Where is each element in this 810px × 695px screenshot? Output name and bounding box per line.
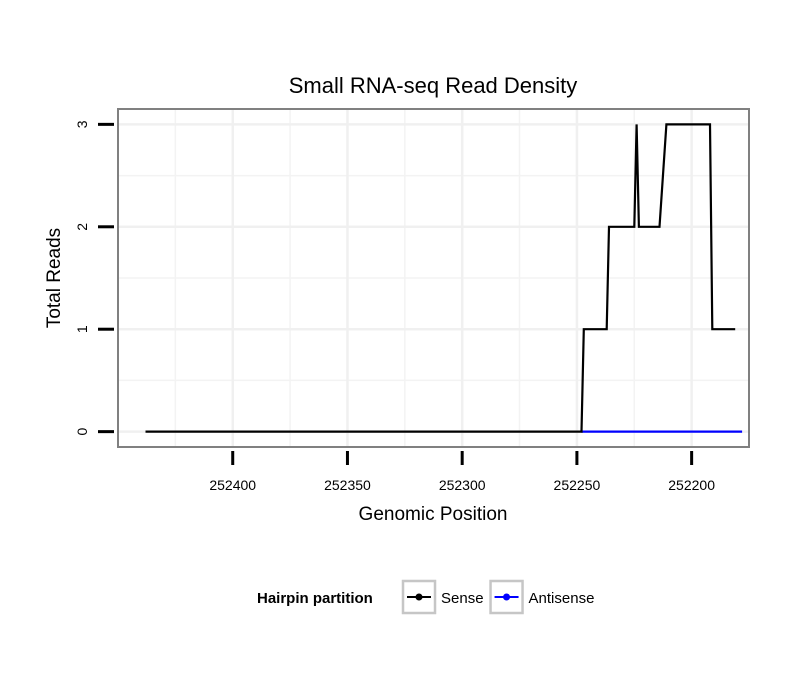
legend-key-point: [503, 593, 511, 601]
x-tick-label: 252250: [554, 477, 601, 493]
x-axis: 252400 252350 252300 252250 252200: [209, 451, 715, 493]
legend-label-sense: Sense: [441, 590, 484, 607]
x-tick-label: 252300: [439, 477, 486, 493]
y-tick-label: 2: [74, 223, 90, 231]
x-tick-label: 252400: [209, 477, 256, 493]
legend-entry-antisense: Antisense: [489, 579, 595, 615]
legend-entries: Sense Antisense: [401, 579, 595, 615]
y-tick-label: 0: [74, 427, 90, 435]
y-axis-label: Total Reads: [44, 228, 65, 328]
series-layer: [145, 123, 743, 433]
y-axis: 0 1 2 3: [74, 120, 114, 435]
legend-title: Hairpin partition: [257, 590, 373, 607]
x-tick-label: 252350: [324, 477, 371, 493]
legend: Hairpin partition Sense Antisense: [257, 579, 595, 615]
series-line-sense: [145, 123, 736, 433]
y-tick-label: 3: [74, 120, 90, 128]
chart-title: Small RNA-seq Read Density: [289, 73, 578, 98]
y-tick-label: 1: [74, 325, 90, 333]
legend-key-point: [415, 593, 423, 601]
x-axis-label: Genomic Position: [359, 504, 508, 525]
x-tick-label: 252200: [668, 477, 715, 493]
legend-entry-sense: Sense: [401, 579, 484, 615]
legend-label-antisense: Antisense: [529, 590, 595, 607]
plot-border: [117, 108, 750, 448]
